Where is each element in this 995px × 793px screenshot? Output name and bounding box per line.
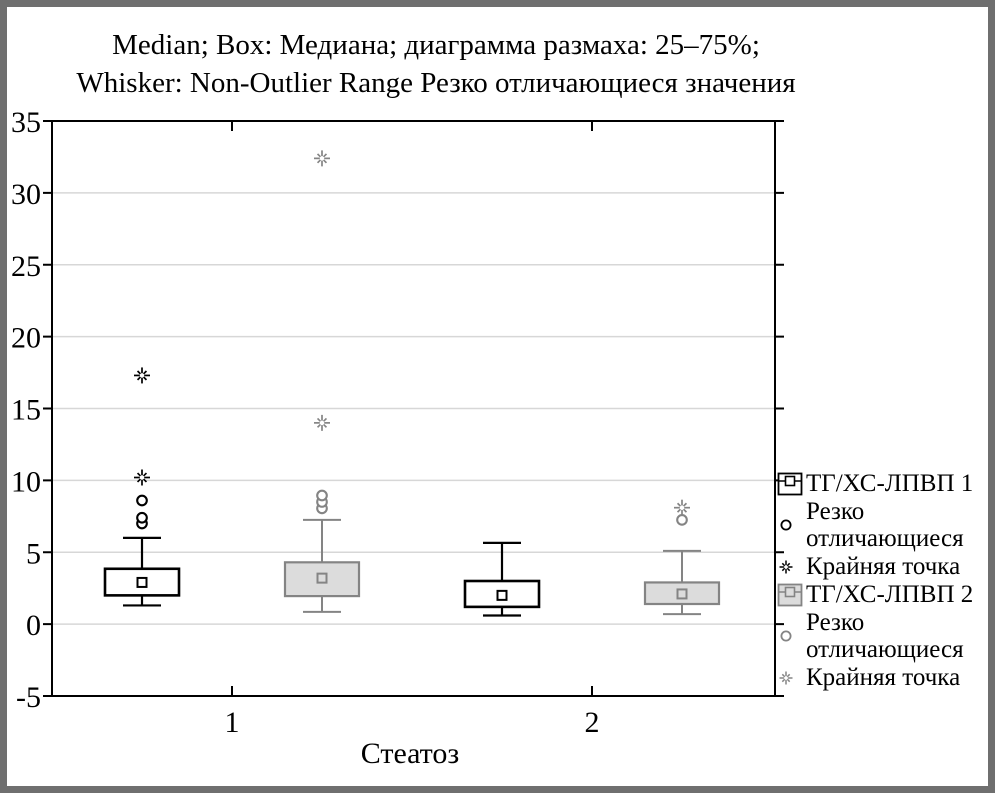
asterisk-spoke bbox=[316, 423, 322, 428]
outlier-marker bbox=[136, 511, 148, 524]
box-group-series2-cat1 bbox=[283, 489, 361, 613]
median-marker bbox=[676, 588, 688, 600]
asterisk-spoke bbox=[322, 423, 328, 428]
y-tick-label: -5 bbox=[16, 681, 41, 714]
legend-label: Резко отличающиеся bbox=[806, 609, 964, 663]
y-tick-label: 30 bbox=[11, 178, 41, 211]
asterisk-spoke bbox=[142, 478, 148, 483]
asterisk-spoke bbox=[316, 159, 322, 164]
outlier-circle-icon bbox=[780, 630, 792, 642]
box-group-series1-cat2 bbox=[463, 541, 541, 617]
median-marker bbox=[136, 576, 148, 588]
asterisk-spoke bbox=[142, 472, 148, 477]
box-group-series1-cat1 bbox=[103, 494, 181, 607]
asterisk-spoke bbox=[136, 376, 142, 381]
median-marker bbox=[316, 572, 328, 584]
x-axis-title: Стеатоз bbox=[361, 737, 460, 770]
asterisk-spoke bbox=[322, 417, 328, 422]
legend-icon-cell bbox=[774, 518, 806, 532]
y-tick-label: 35 bbox=[11, 106, 41, 139]
y-tick-label: 20 bbox=[11, 322, 41, 355]
x-tick-label: 1 bbox=[225, 706, 240, 739]
legend: ТГ/ХС-ЛПВП 1 Резко отличающиеся Крайняя то… bbox=[774, 470, 990, 692]
asterisk-spoke bbox=[676, 508, 682, 513]
legend-item-series1-extreme: Крайняя точка bbox=[774, 553, 990, 580]
extreme-asterisk-icon bbox=[779, 671, 793, 684]
box-group-series2-cat2 bbox=[643, 514, 721, 616]
asterisk-spoke bbox=[682, 508, 688, 513]
legend-item-series2-extreme: Крайняя точка bbox=[774, 664, 990, 691]
legend-item-series1-box: ТГ/ХС-ЛПВП 1 bbox=[774, 470, 990, 497]
legend-label: Резко отличающиеся bbox=[806, 498, 964, 552]
legend-icon-cell bbox=[774, 629, 806, 643]
extreme-marker bbox=[134, 367, 150, 384]
asterisk-spoke bbox=[316, 153, 322, 158]
box-icon bbox=[777, 472, 803, 495]
outlier-circle-icon bbox=[780, 519, 792, 531]
median-marker bbox=[496, 589, 508, 601]
y-tick-label: 15 bbox=[11, 394, 41, 427]
legend-icon-cell bbox=[774, 472, 806, 496]
box-icon bbox=[777, 583, 803, 606]
asterisk-spoke bbox=[682, 502, 688, 507]
asterisk-spoke bbox=[136, 478, 142, 483]
asterisk-spoke bbox=[142, 376, 148, 381]
extreme-marker bbox=[134, 469, 150, 486]
legend-item-series1-outlier: Резко отличающиеся bbox=[774, 498, 990, 552]
extreme-asterisk-icon bbox=[779, 560, 793, 573]
legend-label: Крайняя точка bbox=[806, 664, 961, 691]
y-tick-label: 25 bbox=[11, 250, 41, 283]
asterisk-spoke bbox=[322, 159, 328, 164]
outlier-marker bbox=[676, 514, 688, 526]
asterisk-spoke bbox=[136, 370, 142, 375]
outlier-marker bbox=[316, 489, 328, 502]
extreme-marker bbox=[314, 150, 330, 167]
extreme-marker bbox=[674, 499, 690, 516]
asterisk-spoke bbox=[322, 153, 328, 158]
outlier-marker bbox=[136, 494, 148, 507]
x-tick-label: 2 bbox=[585, 706, 600, 739]
asterisk-spoke bbox=[676, 502, 682, 507]
asterisk-spoke bbox=[142, 370, 148, 375]
y-tick-label: 0 bbox=[26, 609, 41, 642]
extreme-marker bbox=[314, 414, 330, 431]
legend-label: Крайняя точка bbox=[806, 553, 961, 580]
y-tick-label: 5 bbox=[26, 537, 41, 570]
legend-icon-cell bbox=[774, 670, 806, 686]
legend-item-series2-box: ТГ/ХС-ЛПВП 2 bbox=[774, 581, 990, 608]
asterisk-spoke bbox=[136, 472, 142, 477]
legend-item-series2-outlier: Резко отличающиеся bbox=[774, 609, 990, 663]
legend-icon-cell bbox=[774, 583, 806, 607]
legend-icon-cell bbox=[774, 559, 806, 575]
chart-title: Median; Box: Медиана; диаграмма размаха:… bbox=[0, 26, 872, 102]
chart-title-line2: Whisker: Non-Outlier Range Резко отличаю… bbox=[76, 67, 796, 99]
chart-title-line1: Median; Box: Медиана; диаграмма размаха:… bbox=[112, 29, 760, 61]
asterisk-spoke bbox=[316, 417, 322, 422]
legend-label: ТГ/ХС-ЛПВП 1 bbox=[806, 470, 974, 497]
y-tick-label: 10 bbox=[11, 465, 41, 498]
legend-label: ТГ/ХС-ЛПВП 2 bbox=[806, 581, 974, 608]
